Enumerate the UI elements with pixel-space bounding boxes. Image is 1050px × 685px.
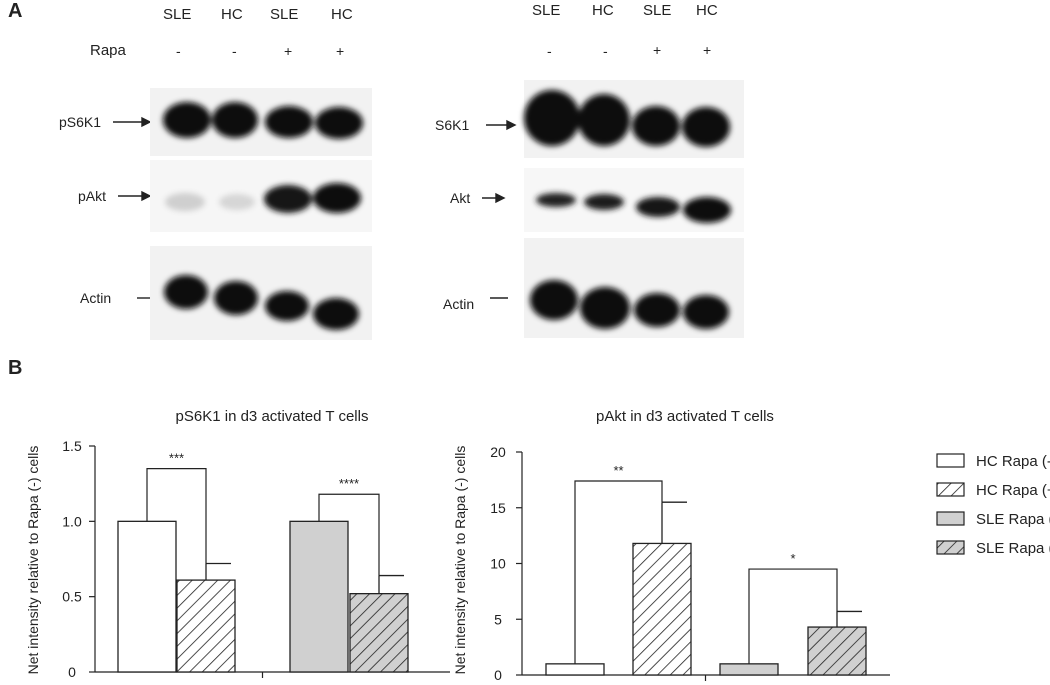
blot-band: [536, 193, 576, 207]
arrow-icon: [506, 119, 517, 131]
y-tick-label: 15: [490, 500, 506, 516]
bar: [176, 579, 236, 673]
blot-band: [313, 183, 361, 213]
lane-label: HC: [592, 2, 614, 19]
blot-band: [524, 90, 580, 146]
bar: [807, 626, 867, 676]
legend-label: SLE Rapa (-): [976, 511, 1050, 528]
legend-swatch: [936, 540, 965, 555]
rapa-label: Rapa: [90, 42, 126, 59]
chart-title: pAkt in d3 activated T cells: [596, 408, 774, 425]
blot-band: [163, 102, 211, 138]
band-label: S6K1: [435, 117, 470, 133]
blot-band: [682, 107, 730, 147]
panel-label-a: A: [8, 0, 23, 22]
legend-label: HC Rapa (-): [976, 453, 1050, 470]
blot-band: [580, 287, 630, 329]
bar: [349, 593, 409, 673]
lane-label: SLE: [270, 6, 299, 23]
y-tick-label: 20: [490, 444, 506, 460]
blot-band: [683, 295, 729, 329]
blot-band: [634, 293, 680, 327]
rapa-sign: +: [653, 42, 662, 58]
bar: [545, 663, 605, 676]
significance-label: **: [613, 463, 623, 478]
blot-band: [165, 193, 205, 211]
y-axis-label: Net intensity relative to Rapa (-) cells: [452, 446, 468, 675]
legend-label: HC Rapa (+): [976, 482, 1050, 499]
arrow-icon: [141, 116, 152, 128]
blot-band: [584, 194, 624, 210]
rapa-sign: +: [703, 42, 712, 58]
lane-label: SLE: [532, 2, 561, 19]
chart-pS6K1: pS6K1 in d3 activated T cells Net intensi…: [25, 408, 450, 680]
lane-label: SLE: [643, 2, 672, 19]
significance-bracket: [574, 480, 663, 664]
significance-bracket: [146, 467, 207, 564]
significance-label: *: [790, 551, 795, 566]
blot-band: [265, 291, 309, 321]
lane-label: HC: [696, 2, 718, 19]
blot-band: [578, 94, 630, 146]
lane-label: HC: [221, 6, 243, 23]
blot-band: [214, 281, 258, 315]
significance-label: ****: [339, 476, 359, 491]
band-label: Actin: [80, 290, 112, 306]
blot-band: [530, 280, 578, 320]
rapa-sign: -: [176, 43, 181, 59]
y-tick-label: 5: [494, 611, 502, 627]
rapa-sign: +: [336, 43, 345, 59]
legend-label: SLE Rapa (+): [976, 540, 1050, 557]
significance-bracket: [748, 568, 838, 664]
chart-title: pS6K1 in d3 activated T cells: [176, 408, 369, 425]
y-tick-label: 1.5: [62, 438, 82, 454]
blot-band: [212, 102, 258, 138]
blot-band: [683, 197, 731, 223]
arrow-icon: [495, 192, 506, 204]
significance-bracket: [318, 493, 380, 576]
blot-band: [636, 197, 680, 217]
blot-band: [264, 185, 312, 213]
legend-swatch: [936, 511, 965, 526]
legend: HC Rapa (-) HC Rapa (+) SLE Rapa (-) SLE Ra…: [936, 453, 1050, 557]
blot-band: [265, 106, 313, 138]
arrow-icon: [141, 190, 152, 202]
blot-band: [632, 106, 680, 146]
bar: [117, 520, 177, 673]
band-label: Akt: [450, 190, 471, 206]
y-tick-label: 0: [68, 664, 76, 680]
y-tick-label: 1.0: [62, 513, 82, 529]
y-tick-label: 0.5: [62, 589, 82, 605]
band-label: Actin: [443, 296, 475, 312]
lane-label: SLE: [163, 6, 192, 23]
rapa-sign: -: [603, 43, 608, 59]
bar: [719, 663, 779, 676]
rapa-sign: +: [284, 43, 293, 59]
bar: [289, 520, 349, 673]
significance-label: ***: [169, 451, 184, 466]
blot-band: [164, 275, 208, 309]
blot-band: [313, 298, 359, 330]
band-label: pAkt: [78, 188, 107, 204]
y-tick-label: 10: [490, 556, 506, 572]
y-axis-label: Net intensity relative to Rapa (-) cells: [25, 446, 41, 675]
chart-pAkt: pAkt in d3 activated T cells Net intensit…: [452, 408, 890, 683]
blot-band: [315, 107, 363, 139]
y-tick-label: 0: [494, 667, 502, 683]
bar-charts: pS6K1 in d3 activated T cells Net intensi…: [25, 408, 1050, 683]
lane-label: HC: [331, 6, 353, 23]
legend-swatch: [936, 453, 965, 468]
blot-left-graphics: [113, 88, 372, 340]
rapa-sign: -: [547, 43, 552, 59]
bar: [632, 542, 692, 676]
legend-swatch: [936, 482, 965, 497]
blot-right-graphics: [482, 80, 744, 338]
blot-band: [219, 194, 255, 210]
panel-label-b: B: [8, 357, 23, 379]
rapa-sign: -: [232, 43, 237, 59]
band-label: pS6K1: [59, 114, 102, 130]
